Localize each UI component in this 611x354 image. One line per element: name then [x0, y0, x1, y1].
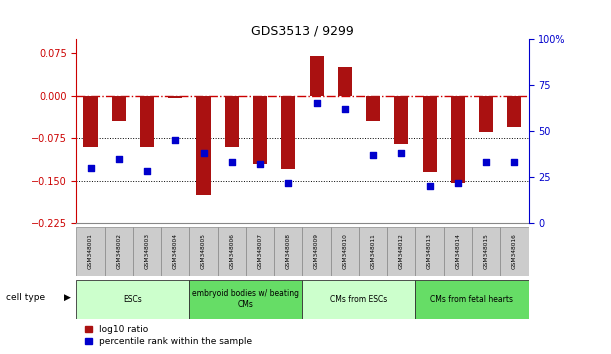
Title: GDS3513 / 9299: GDS3513 / 9299 [251, 25, 354, 38]
Text: ESCs: ESCs [123, 295, 142, 304]
Text: GSM348013: GSM348013 [427, 233, 432, 269]
Bar [387, 227, 415, 276]
Bar [281, 96, 295, 169]
Bar [451, 96, 465, 183]
Text: GSM348006: GSM348006 [229, 233, 234, 269]
Point [255, 161, 265, 167]
Bar [472, 227, 500, 276]
Bar [168, 96, 182, 98]
Bar [189, 280, 302, 319]
Text: GSM348010: GSM348010 [342, 233, 347, 269]
Bar [479, 96, 493, 132]
Legend: log10 ratio, percentile rank within the sample: log10 ratio, percentile rank within the … [81, 321, 255, 349]
Point [227, 159, 236, 165]
Text: GSM348002: GSM348002 [116, 233, 121, 269]
Point [397, 150, 406, 156]
Point [114, 156, 123, 161]
Text: embryoid bodies w/ beating
CMs: embryoid bodies w/ beating CMs [192, 290, 299, 309]
Bar [394, 96, 408, 144]
Bar [140, 96, 154, 147]
Text: GSM348007: GSM348007 [258, 233, 263, 269]
Bar [112, 96, 126, 121]
Point [284, 180, 293, 185]
Bar [246, 227, 274, 276]
Bar [444, 227, 472, 276]
Bar [507, 96, 521, 127]
Bar [76, 280, 189, 319]
Text: CMs from fetal hearts: CMs from fetal hearts [431, 295, 513, 304]
Bar [302, 227, 331, 276]
Bar [133, 227, 161, 276]
Text: GSM348016: GSM348016 [512, 234, 517, 269]
Point [510, 159, 519, 165]
Bar [310, 56, 324, 96]
Point [425, 183, 434, 189]
Bar [76, 227, 104, 276]
Bar [366, 96, 380, 121]
Text: GSM348008: GSM348008 [286, 233, 291, 269]
Text: GSM348011: GSM348011 [371, 234, 376, 269]
Point [86, 165, 95, 171]
Bar [197, 96, 211, 195]
Bar [84, 96, 98, 147]
Text: GSM348004: GSM348004 [173, 233, 178, 269]
Bar [218, 227, 246, 276]
Text: CMs from ESCs: CMs from ESCs [331, 295, 387, 304]
Text: GSM348014: GSM348014 [455, 233, 460, 269]
Text: GSM348003: GSM348003 [145, 233, 150, 269]
Bar [161, 227, 189, 276]
Bar [253, 96, 267, 164]
Bar [302, 280, 415, 319]
Point [481, 159, 491, 165]
Text: ▶: ▶ [64, 293, 71, 302]
Bar [415, 227, 444, 276]
Text: cell type: cell type [6, 293, 48, 302]
Point [340, 106, 349, 112]
Bar [274, 227, 302, 276]
Text: GSM348009: GSM348009 [314, 233, 319, 269]
Point [368, 152, 378, 158]
Bar [423, 96, 437, 172]
Bar [415, 280, 529, 319]
Bar [104, 227, 133, 276]
Text: GSM348015: GSM348015 [484, 233, 489, 269]
Bar [225, 96, 239, 147]
Bar [338, 67, 352, 96]
Point [142, 169, 152, 174]
Point [199, 150, 208, 156]
Bar [331, 227, 359, 276]
Point [453, 180, 463, 185]
Bar [359, 227, 387, 276]
Point [170, 137, 180, 143]
Bar [189, 227, 218, 276]
Bar [500, 227, 529, 276]
Text: GSM348012: GSM348012 [399, 233, 404, 269]
Point [312, 101, 321, 106]
Text: GSM348005: GSM348005 [201, 233, 206, 269]
Text: GSM348001: GSM348001 [88, 233, 93, 269]
